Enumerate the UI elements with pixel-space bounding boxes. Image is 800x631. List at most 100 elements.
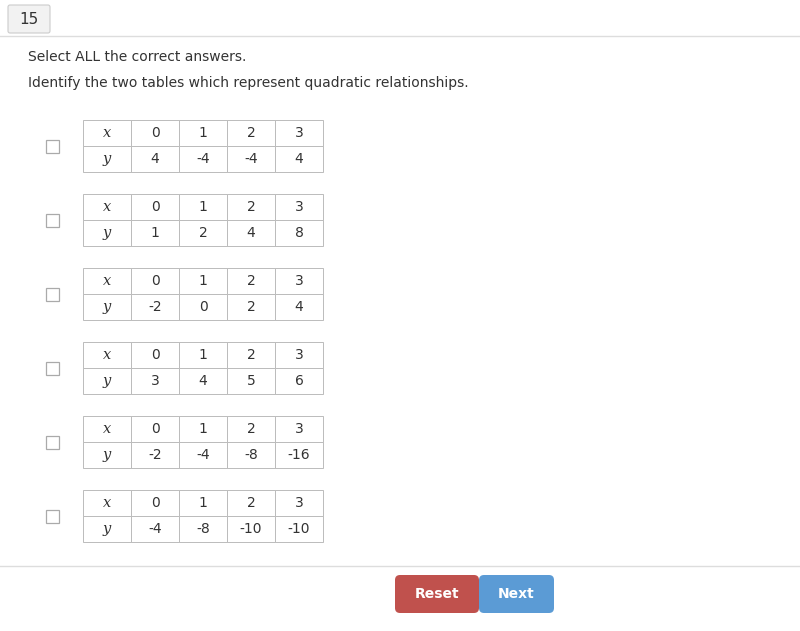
Bar	[275, 416, 323, 442]
Bar	[131, 416, 179, 442]
Text: -4: -4	[196, 448, 210, 462]
Text: 1: 1	[198, 422, 207, 436]
FancyBboxPatch shape	[395, 575, 479, 613]
Bar	[46, 288, 58, 300]
Bar	[83, 442, 131, 468]
Text: 1: 1	[198, 126, 207, 140]
Bar	[275, 220, 323, 246]
Text: -16: -16	[288, 448, 310, 462]
FancyBboxPatch shape	[8, 5, 50, 33]
Text: 1: 1	[198, 200, 207, 214]
Bar	[179, 146, 227, 172]
Bar	[227, 146, 275, 172]
Text: x: x	[103, 126, 111, 140]
Text: 2: 2	[246, 200, 255, 214]
Bar	[179, 120, 227, 146]
Bar	[179, 220, 227, 246]
Text: 4: 4	[294, 152, 303, 166]
Bar	[131, 194, 179, 220]
Bar	[83, 294, 131, 320]
Bar	[275, 294, 323, 320]
Bar	[275, 516, 323, 542]
Text: 8: 8	[294, 226, 303, 240]
Text: 4: 4	[198, 374, 207, 388]
Text: -2: -2	[148, 300, 162, 314]
Text: 5: 5	[246, 374, 255, 388]
Bar	[131, 120, 179, 146]
Bar	[131, 220, 179, 246]
Text: y: y	[103, 226, 111, 240]
Text: 3: 3	[294, 348, 303, 362]
Text: 2: 2	[246, 422, 255, 436]
Bar	[46, 362, 58, 375]
Text: 0: 0	[150, 422, 159, 436]
Text: 3: 3	[294, 274, 303, 288]
Bar	[275, 146, 323, 172]
Bar	[83, 268, 131, 294]
Text: y: y	[103, 374, 111, 388]
Bar	[83, 516, 131, 542]
Bar	[227, 294, 275, 320]
Text: 0: 0	[150, 496, 159, 510]
Text: Select ALL the correct answers.: Select ALL the correct answers.	[28, 50, 246, 64]
Text: x: x	[103, 348, 111, 362]
Bar	[227, 268, 275, 294]
Bar	[131, 516, 179, 542]
Text: x: x	[103, 274, 111, 288]
Bar	[83, 146, 131, 172]
Text: 3: 3	[294, 200, 303, 214]
Bar	[179, 490, 227, 516]
Bar	[179, 268, 227, 294]
Text: 15: 15	[19, 11, 38, 27]
Text: 3: 3	[294, 496, 303, 510]
Text: 0: 0	[150, 126, 159, 140]
Bar	[275, 342, 323, 368]
Bar	[227, 194, 275, 220]
Bar	[275, 120, 323, 146]
Text: 3: 3	[150, 374, 159, 388]
Bar	[179, 368, 227, 394]
Bar	[83, 194, 131, 220]
Bar	[131, 490, 179, 516]
Text: Identify the two tables which represent quadratic relationships.: Identify the two tables which represent …	[28, 76, 469, 90]
Bar	[83, 120, 131, 146]
Bar	[275, 368, 323, 394]
Text: -4: -4	[244, 152, 258, 166]
Bar	[275, 490, 323, 516]
Bar	[83, 342, 131, 368]
Text: y: y	[103, 152, 111, 166]
Text: 4: 4	[246, 226, 255, 240]
Text: 2: 2	[246, 300, 255, 314]
Bar	[227, 442, 275, 468]
Bar	[46, 139, 58, 153]
Bar	[131, 368, 179, 394]
Text: 2: 2	[246, 126, 255, 140]
Bar	[46, 213, 58, 227]
Text: 0: 0	[198, 300, 207, 314]
Bar	[227, 490, 275, 516]
Text: 3: 3	[294, 126, 303, 140]
Bar	[275, 194, 323, 220]
Bar	[179, 194, 227, 220]
Text: Next: Next	[498, 587, 535, 601]
Bar	[275, 442, 323, 468]
Bar	[83, 220, 131, 246]
Bar	[179, 294, 227, 320]
Bar	[275, 268, 323, 294]
FancyBboxPatch shape	[479, 575, 554, 613]
Bar	[131, 268, 179, 294]
Text: y: y	[103, 448, 111, 462]
Text: y: y	[103, 522, 111, 536]
Text: -8: -8	[244, 448, 258, 462]
Bar	[131, 146, 179, 172]
Bar	[83, 416, 131, 442]
Text: -4: -4	[196, 152, 210, 166]
Text: 2: 2	[246, 274, 255, 288]
Text: 1: 1	[198, 274, 207, 288]
Bar	[179, 442, 227, 468]
Text: Reset: Reset	[414, 587, 459, 601]
Text: 2: 2	[246, 496, 255, 510]
Text: -10: -10	[240, 522, 262, 536]
Text: -8: -8	[196, 522, 210, 536]
Text: 4: 4	[150, 152, 159, 166]
